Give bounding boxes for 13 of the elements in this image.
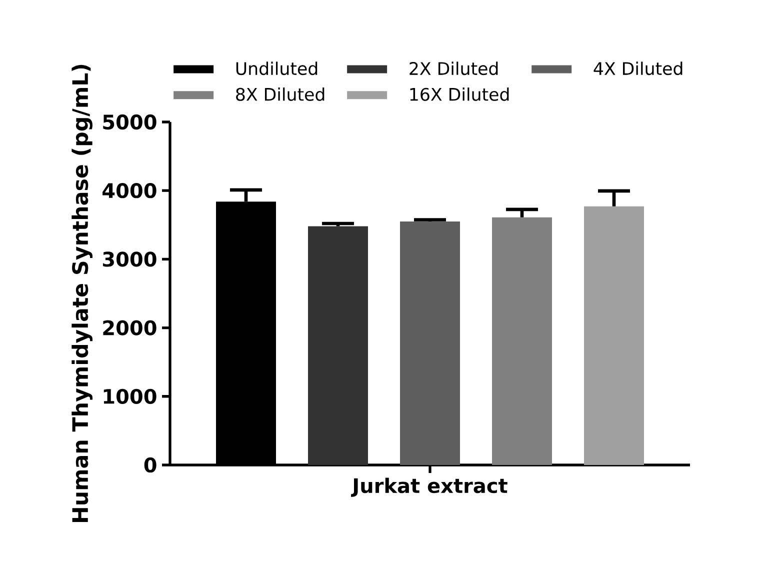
legend-label: 16X Diluted [410, 88, 509, 101]
y-tick-label: 1000 [104, 388, 156, 404]
y-tick-label: 3000 [102, 252, 156, 267]
legend-label: 4X Diluted [594, 62, 682, 76]
y-tick-label: 2000 [103, 320, 156, 336]
legend-label: 8X Diluted [236, 88, 324, 101]
legend-label: Undiluted [236, 62, 318, 76]
y-tick-label: 5000 [103, 114, 156, 130]
y-tick-label: 0 [144, 457, 156, 473]
x-tick-label: Jurkat extract [351, 478, 508, 497]
y-tick-label: 4000 [102, 183, 156, 198]
legend-label: 2X Diluted [410, 62, 498, 76]
y-axis-title: Human Thymidylate Synthase (pg/mL) [72, 64, 92, 522]
